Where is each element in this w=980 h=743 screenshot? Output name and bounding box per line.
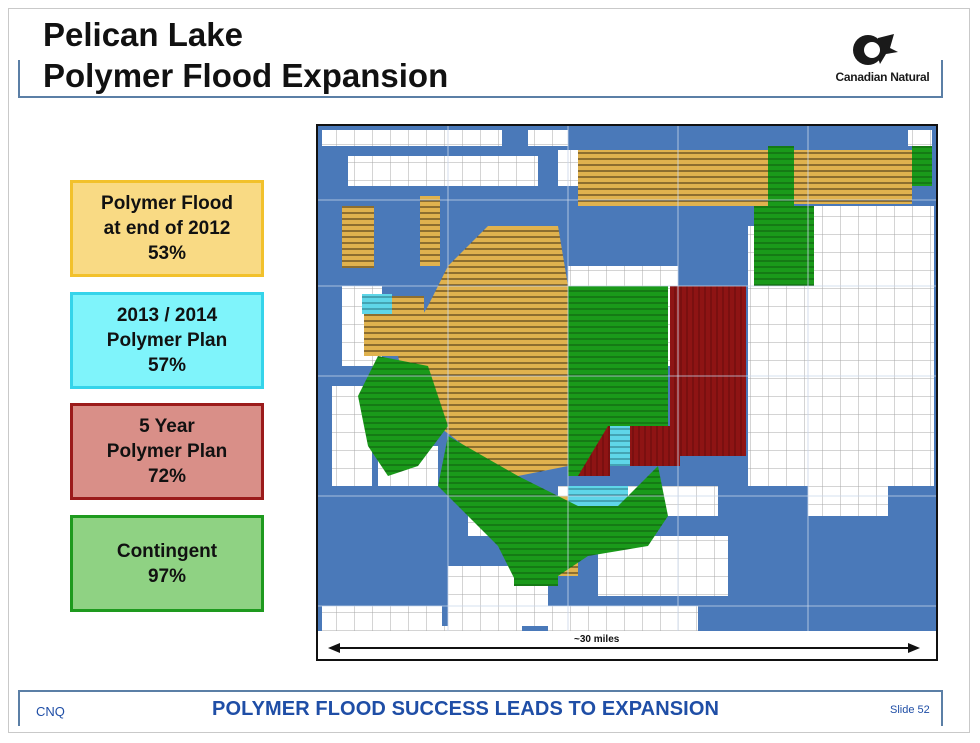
logo-mark-icon [853,34,898,65]
footer-tagline: POLYMER FLOOD SUCCESS LEADS TO EXPANSION [212,698,720,720]
legend-pct: 57% [147,355,187,376]
slide-title: Pelican Lake Polymer Flood Expansion [43,14,448,96]
legend-line: Polymer Plan [106,441,228,462]
legend-contingent: Contingent 97% [70,515,264,612]
field-map-graphic: ~30 miles [318,126,936,659]
legend-pct: 97% [147,565,187,587]
legend-line: Contingent [116,540,218,562]
scale-label: ~30 miles [574,634,620,645]
slide-frame [8,8,970,733]
logo-text: Canadian Natural [835,70,930,84]
legend-line: 5 Year [139,416,195,437]
legend-line: Polymer Plan [106,330,228,351]
scale-bar: ~30 miles [318,631,936,659]
legend-pct: 53% [147,243,187,264]
legend-line: at end of 2012 [103,218,231,239]
field-map: ~30 miles [316,124,938,661]
title-line-1: Pelican Lake [43,16,243,53]
company-logo: Canadian Natural [820,30,945,88]
footer-underline [18,690,943,726]
legend-line: 2013 / 2014 [116,305,218,326]
title-underline [18,60,943,98]
title-line-2: Polymer Flood Expansion [43,57,449,94]
slide-number: Slide 52 [890,704,930,716]
footer-company: CNQ [36,704,65,719]
township-lines [318,126,936,659]
legend-line: Polymer Flood [101,193,233,214]
legend-polymer-2012: Polymer Flood at end of 2012 53% [70,180,264,277]
contingent-areas [358,146,932,586]
legend-plan-2013-2014: 2013 / 2014 Polymer Plan 57% [70,292,264,389]
legend-pct: 72% [147,466,187,487]
legend-five-year-plan: 5 Year Polymer Plan 72% [70,403,264,500]
